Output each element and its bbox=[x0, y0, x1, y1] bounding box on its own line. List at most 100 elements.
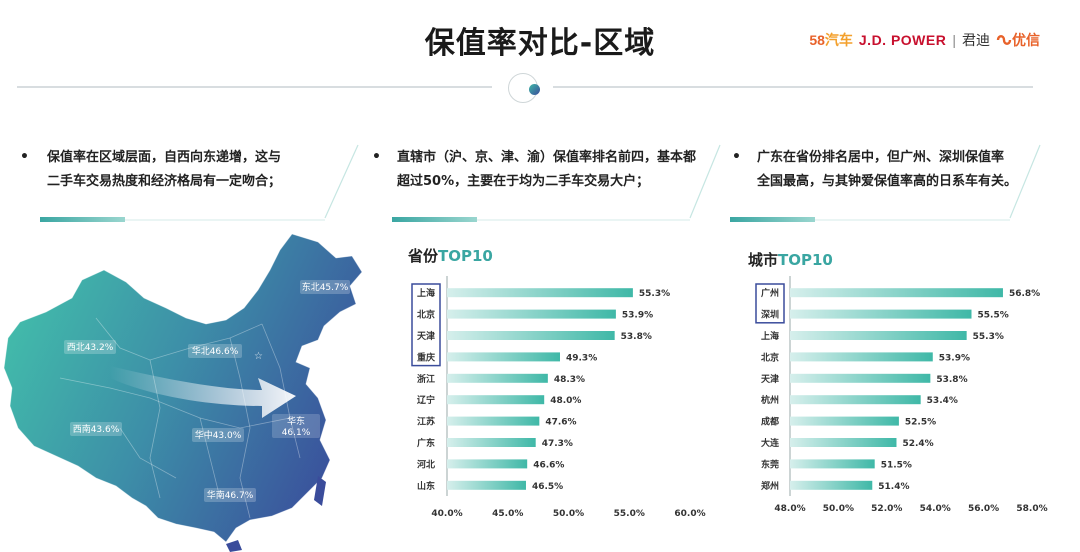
x-tick-label: 50.0% bbox=[823, 504, 854, 514]
bar bbox=[447, 288, 633, 298]
x-tick-label: 52.0% bbox=[871, 504, 902, 514]
value-label: 53.8% bbox=[936, 375, 967, 385]
bullet-frames bbox=[40, 144, 1041, 222]
category-label: 深圳 bbox=[761, 309, 779, 321]
x-tick-label: 60.0% bbox=[674, 509, 705, 519]
category-label: 广州 bbox=[761, 287, 779, 299]
highlight-box bbox=[411, 283, 441, 367]
value-label: 55.3% bbox=[639, 289, 670, 299]
bar bbox=[790, 352, 933, 362]
logo-58-number: 58 bbox=[809, 32, 825, 48]
value-label: 55.3% bbox=[973, 332, 1004, 342]
province-chart-panel: 省份TOP10 上海 55.3% 北京 53.9% 天津 53.8% 重庆 49.3% 浙江 48… bbox=[380, 236, 710, 536]
city-bar-chart: 广州 56.8% 深圳 55.5% 上海 55.3% 北京 53.9% 天津 53.8% 杭州 53.… bbox=[755, 276, 1048, 514]
bar bbox=[790, 373, 931, 383]
value-label: 48.3% bbox=[554, 375, 585, 385]
bar bbox=[790, 331, 967, 340]
map-label-huabei: 华北46.6% bbox=[188, 344, 242, 358]
bullet-text-3: 广东在省份排名居中，但广州、深圳保值率 全国最高，与其钟爱保值率高的日系车有关。 bbox=[757, 146, 1017, 194]
category-label: 辽宁 bbox=[417, 394, 435, 406]
logo-58-auto: 58汽车 bbox=[809, 30, 853, 50]
category-label: 河北 bbox=[417, 458, 435, 470]
province-bar-chart: 上海 55.3% 北京 53.9% 天津 53.8% 重庆 49.3% 浙江 48.3% 辽宁 48.… bbox=[411, 276, 706, 519]
x-tick-label: 56.0% bbox=[968, 504, 999, 514]
map-label-xinan: 西南43.6% bbox=[70, 422, 122, 436]
divider-right bbox=[553, 86, 1033, 88]
logo-58-text: 汽车 bbox=[824, 32, 853, 48]
bullet-frame-2 bbox=[392, 144, 721, 222]
x-tick-label: 45.0% bbox=[492, 509, 523, 519]
bar bbox=[790, 438, 897, 447]
bullet-1-line-1: 保值率在区域层面，自西向东递增，这与 bbox=[47, 150, 282, 165]
value-label: 52.4% bbox=[902, 439, 933, 449]
value-label: 51.5% bbox=[881, 460, 912, 470]
category-label: 郑州 bbox=[761, 480, 779, 492]
category-label: 杭州 bbox=[761, 394, 779, 406]
map-label-huazhong: 华中43.0% bbox=[192, 428, 244, 442]
value-label: 46.5% bbox=[532, 482, 563, 492]
category-label: 东莞 bbox=[761, 458, 779, 470]
bullet-text-1: 保值率在区域层面，自西向东递增，这与 二手车交易热度和经济格局有一定吻合； bbox=[47, 146, 281, 194]
bullet-marker-3: • bbox=[732, 149, 741, 165]
category-label: 广东 bbox=[417, 437, 435, 449]
label-xinan: 西南43.6% bbox=[73, 423, 120, 435]
bullet-marker-2: • bbox=[372, 149, 381, 165]
hainan-island bbox=[226, 540, 242, 552]
bullet-3-line-1: 广东在省份排名居中，但广州、深圳保值率 bbox=[757, 150, 1005, 165]
category-label: 山东 bbox=[417, 480, 435, 492]
value-label: 55.5% bbox=[978, 311, 1009, 321]
value-label: 48.0% bbox=[550, 396, 581, 406]
value-label: 53.9% bbox=[939, 353, 970, 363]
x-tick-label: 50.0% bbox=[553, 509, 584, 519]
value-label: 46.6% bbox=[533, 460, 564, 470]
logo-separator: | bbox=[952, 32, 956, 48]
bar bbox=[790, 480, 873, 490]
youxin-icon bbox=[996, 35, 1012, 45]
highlight-box bbox=[755, 283, 785, 324]
category-label: 天津 bbox=[761, 373, 779, 385]
logo-jdpower: J.D. POWER bbox=[858, 32, 947, 48]
capital-star-icon: ☆ bbox=[254, 351, 263, 362]
china-region-map: ☆ 东北45.7% 西北43.2% 华北46.6% 华东 46.1% 西南43.… bbox=[3, 233, 363, 552]
bar bbox=[447, 331, 615, 340]
brand-logos: 58汽车 J.D. POWER | 君迪 优信 bbox=[809, 30, 1040, 50]
category-label: 北京 bbox=[761, 351, 779, 363]
bar bbox=[447, 395, 545, 405]
value-label: 52.5% bbox=[905, 418, 936, 428]
category-label: 浙江 bbox=[417, 373, 435, 385]
bullet-marker-1: • bbox=[20, 149, 29, 165]
value-label: 47.6% bbox=[545, 418, 576, 428]
logo-youxin-text: 优信 bbox=[1012, 32, 1040, 48]
map-label-xibei: 西北43.2% bbox=[64, 340, 116, 354]
category-label: 重庆 bbox=[417, 351, 435, 363]
value-label: 53.8% bbox=[621, 332, 652, 342]
category-label: 上海 bbox=[761, 330, 779, 342]
west-to-east-arrow bbox=[110, 366, 296, 418]
province-chart-title-main: 省份 bbox=[408, 247, 439, 265]
label-huazhong: 华中43.0% bbox=[195, 429, 242, 441]
x-tick-label: 54.0% bbox=[920, 504, 951, 514]
bar bbox=[447, 459, 528, 469]
x-tick-label: 58.0% bbox=[1016, 504, 1047, 514]
map-label-dongbei: 东北45.7% bbox=[300, 280, 350, 294]
label-xibei: 西北43.2% bbox=[67, 342, 114, 353]
bullet-3-line-2: 全国最高，与其钟爱保值率高的日系车有关。 bbox=[757, 174, 1018, 189]
bar bbox=[447, 480, 526, 490]
city-chart-title: 城市TOP10 bbox=[748, 249, 833, 270]
category-label: 上海 bbox=[417, 287, 435, 299]
bar bbox=[790, 416, 899, 426]
category-label: 北京 bbox=[417, 309, 435, 321]
bullet-2-line-1: 直辖市（沪、京、津、渝）保值率排名前四，基本都 bbox=[397, 150, 697, 165]
city-chart-title-main: 城市 bbox=[748, 251, 779, 269]
bullet-1-line-2: 二手车交易热度和经济格局有一定吻合； bbox=[47, 174, 282, 189]
province-chart-title-accent: TOP10 bbox=[438, 247, 493, 265]
city-chart-title-accent: TOP10 bbox=[778, 251, 833, 269]
label-huadong: 华东 bbox=[287, 415, 305, 427]
category-label: 江苏 bbox=[417, 416, 435, 428]
label-dongbei: 东北45.7% bbox=[302, 281, 349, 293]
value-label: 53.4% bbox=[927, 396, 958, 406]
bullet-frame-3 bbox=[730, 144, 1041, 222]
label-huadong-value: 46.1% bbox=[282, 428, 311, 438]
map-label-huadong: 华东 46.1% bbox=[272, 414, 320, 438]
bullet-2-line-2: 超过50%，主要在于均为二手车交易大户； bbox=[397, 174, 650, 189]
